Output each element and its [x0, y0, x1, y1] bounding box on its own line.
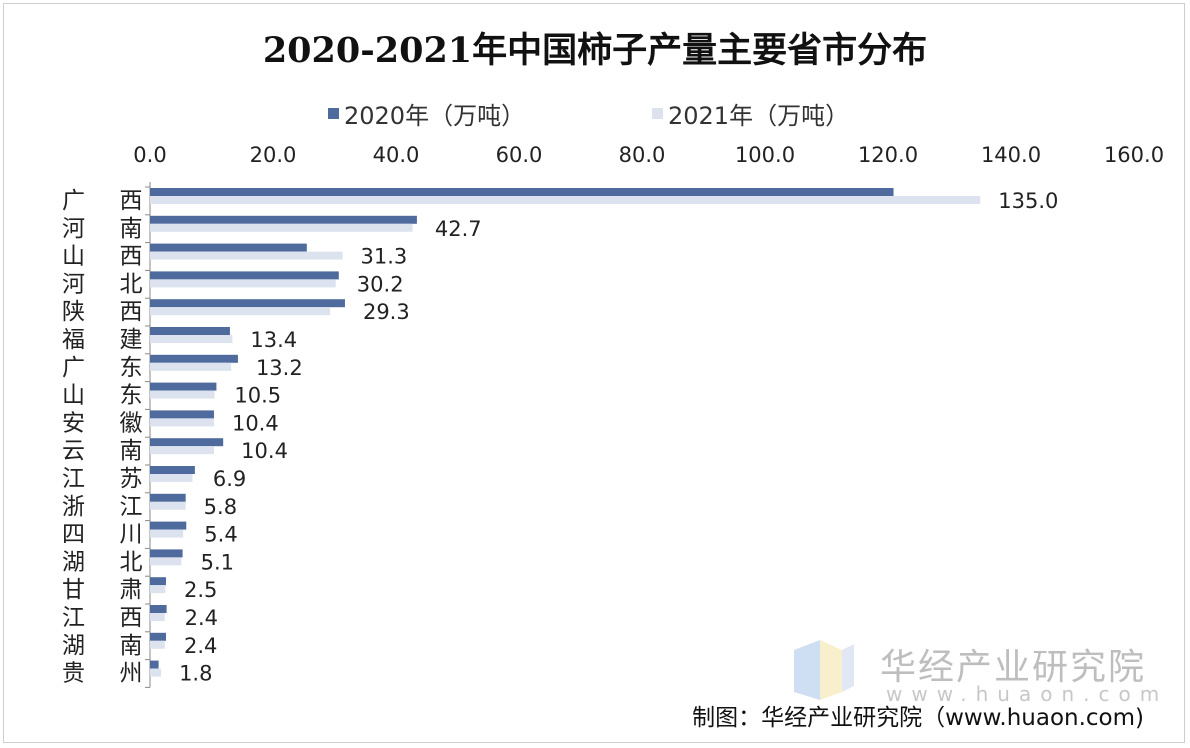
- data-label: 10.5: [234, 384, 281, 408]
- data-label: 13.4: [250, 328, 297, 352]
- category-label: 安 徽: [62, 410, 143, 436]
- data-label: 13.2: [256, 356, 303, 380]
- bar-2020: [150, 299, 345, 308]
- category-label: 湖 南: [62, 633, 143, 659]
- data-label: 42.7: [435, 217, 482, 241]
- bar-2021: [150, 335, 233, 343]
- bar-2021: [150, 501, 186, 510]
- data-label: 10.4: [232, 411, 279, 435]
- x-tick-label: 140.0: [981, 143, 1041, 167]
- category-label: 河 北: [62, 271, 143, 297]
- bar-2020: [150, 354, 238, 363]
- data-label: 5.1: [201, 550, 234, 574]
- x-tick-label: 40.0: [373, 143, 420, 167]
- category-label: 贵 州: [62, 661, 143, 687]
- bar-2020: [150, 605, 167, 613]
- bar-2021: [150, 362, 232, 371]
- data-label: 29.3: [363, 300, 410, 324]
- bar-2021: [150, 307, 331, 316]
- chart-legend: 2020年（万吨） 2021年（万吨）: [0, 96, 1190, 130]
- bar-2020: [150, 493, 186, 502]
- category-label: 山 西: [62, 244, 143, 270]
- category-label: 江 西: [62, 605, 143, 631]
- chart-title: 2020-2021年中国柿子产量主要省市分布: [262, 30, 928, 71]
- data-label: 2.5: [184, 578, 217, 602]
- bar-2021: [150, 474, 193, 482]
- category-label: 云 南: [62, 438, 143, 464]
- bar-2020: [150, 215, 417, 224]
- legend-item-2020: 2020年（万吨）: [328, 96, 525, 130]
- bar-2020: [150, 438, 224, 447]
- bar-2020: [150, 549, 183, 558]
- x-tick-label: 60.0: [496, 143, 543, 167]
- legend-item-2021: 2021年（万吨）: [652, 96, 849, 130]
- legend-label-2021: 2021年（万吨）: [668, 101, 850, 130]
- category-label: 广 西: [62, 188, 143, 214]
- category-label: 福 建: [62, 327, 143, 353]
- data-label: 31.3: [360, 245, 407, 269]
- category-label: 浙 江: [62, 494, 143, 520]
- bar-2020: [150, 243, 307, 252]
- bar-2021: [150, 418, 214, 427]
- category-label: 陕 西: [62, 299, 143, 325]
- x-tick-label: 160.0: [1104, 143, 1164, 167]
- bar-2021: [150, 585, 166, 594]
- bar-2021: [150, 529, 184, 538]
- watermark-logo: [794, 640, 854, 700]
- legend-swatch-2021: [652, 107, 663, 119]
- chart-frame: [3, 3, 1185, 743]
- bar-2021: [150, 390, 215, 399]
- bar-2020: [150, 521, 187, 530]
- data-label: 135.0: [998, 189, 1058, 213]
- bar-2020: [150, 382, 217, 391]
- data-label: 2.4: [184, 634, 217, 658]
- bar-2021: [150, 557, 182, 566]
- x-tick-label: 20.0: [250, 143, 297, 167]
- bar-2020: [150, 410, 214, 419]
- data-label: 30.2: [357, 272, 404, 296]
- source-note: 制图：华经产业研究院（www.huaon.com): [692, 705, 1144, 731]
- bar-2021: [150, 251, 343, 260]
- data-label: 5.8: [204, 495, 237, 519]
- x-tick-label: 0.0: [133, 143, 166, 167]
- bar-2021: [150, 279, 336, 288]
- bar-2021: [150, 640, 165, 649]
- watermark-url: www.huaon.com: [886, 682, 1169, 706]
- x-tick-label: 120.0: [858, 143, 918, 167]
- legend-swatch-2020: [328, 107, 339, 119]
- watermark: 华经产业研究院 www.huaon.com: [790, 636, 1170, 706]
- data-label: 1.8: [179, 662, 212, 686]
- bar-2020: [150, 466, 195, 474]
- bar-2020: [150, 577, 166, 586]
- category-label: 河 南: [62, 216, 143, 242]
- category-label: 四 川: [62, 522, 143, 548]
- bar-2021: [150, 196, 981, 204]
- bar-2021: [150, 223, 413, 232]
- category-label: 广 东: [62, 355, 143, 381]
- data-label: 5.4: [204, 523, 237, 547]
- bar-2020: [150, 632, 166, 641]
- bar-2021: [150, 613, 165, 621]
- bar-2020: [150, 271, 339, 280]
- category-label: 江 苏: [62, 466, 143, 492]
- x-tick-label: 100.0: [735, 143, 795, 167]
- category-label: 甘 肃: [62, 577, 143, 603]
- bar-2020: [150, 188, 894, 196]
- bar-2021: [150, 446, 214, 455]
- data-label: 2.4: [185, 606, 218, 630]
- data-label: 10.4: [241, 439, 288, 463]
- data-label: 6.9: [213, 467, 246, 491]
- category-label: 山 东: [62, 383, 143, 409]
- bar-2020: [150, 327, 230, 335]
- legend-label-2020: 2020年（万吨）: [344, 101, 526, 130]
- bar-2021: [150, 668, 162, 677]
- category-label: 湖 北: [62, 549, 143, 575]
- x-tick-label: 80.0: [619, 143, 666, 167]
- watermark-name: 华经产业研究院: [880, 647, 1147, 688]
- bar-2020: [150, 660, 159, 669]
